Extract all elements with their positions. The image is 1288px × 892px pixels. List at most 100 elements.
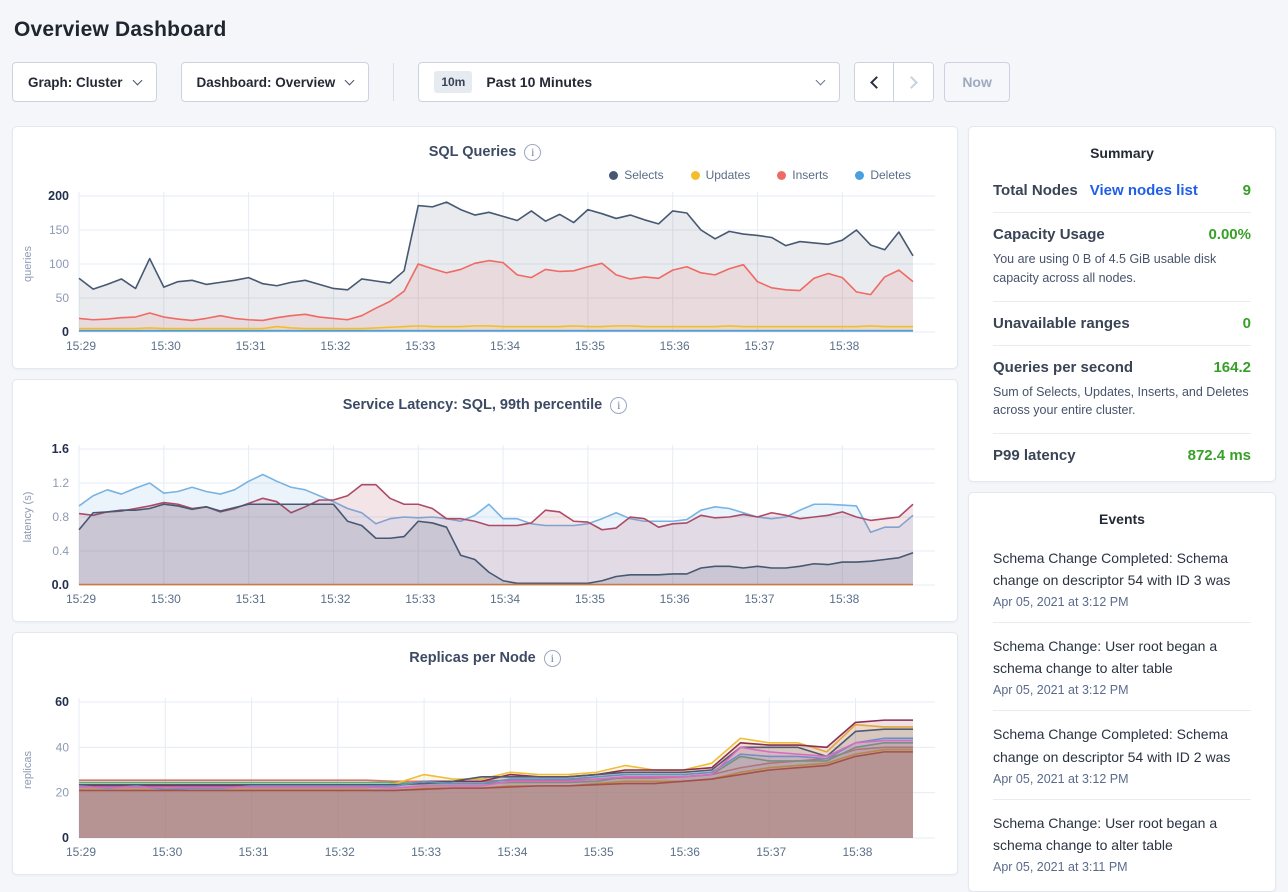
now-button[interactable]: Now bbox=[944, 62, 1010, 102]
summary-row-total-nodes: Total Nodes View nodes list 9 bbox=[993, 169, 1251, 212]
replicas-per-node-chart-panel: Replicas per Node i 15:29 15:30 15:31 15:32… bbox=[12, 632, 958, 875]
summary-row-queries-per-second: Queries per second 164.2 Sum of Selects,… bbox=[993, 344, 1251, 434]
svg-text:15:32: 15:32 bbox=[325, 845, 355, 859]
event-message: Schema Change Completed: Schema change o… bbox=[993, 726, 1231, 765]
event-timestamp: Apr 05, 2021 at 3:11 PM bbox=[993, 859, 1128, 874]
summary-label: Queries per second bbox=[993, 358, 1134, 376]
summary-label: Capacity Usage bbox=[993, 226, 1105, 243]
sql-queries-chart-panel: SQL Queries i Selects Updates Inserts Delet… bbox=[12, 126, 958, 369]
dashboard-dropdown-label: Dashboard: Overview bbox=[196, 74, 336, 90]
sql-queries-chart[interactable]: 15:29 15:30 15:31 15:32 15:33 15:34 15:35 15:36… bbox=[15, 186, 956, 362]
svg-text:15:35: 15:35 bbox=[584, 845, 614, 859]
svg-text:20: 20 bbox=[56, 786, 70, 800]
summary-label: Unavailable ranges bbox=[993, 314, 1130, 332]
svg-text:0.0: 0.0 bbox=[52, 578, 69, 592]
graph-dropdown[interactable]: Graph: Cluster bbox=[12, 62, 157, 102]
summary-label: P99 latency bbox=[993, 447, 1076, 464]
event-list-item[interactable]: Schema Change: User root began a schema … bbox=[993, 622, 1251, 710]
svg-text:200: 200 bbox=[48, 189, 69, 203]
svg-text:15:38: 15:38 bbox=[829, 339, 859, 353]
summary-row-capacity-usage: Capacity Usage 0.00% You are using 0 B o… bbox=[993, 212, 1251, 301]
legend-dot-icon bbox=[777, 170, 787, 180]
events-panel: Events Schema Change Completed: Schema c… bbox=[968, 492, 1276, 892]
svg-text:15:29: 15:29 bbox=[66, 592, 96, 606]
event-list-item[interactable]: Schema Change Completed: Schema change o… bbox=[993, 710, 1251, 798]
chart-legend: Selects Updates Inserts Deletes bbox=[15, 165, 955, 185]
chart-legend bbox=[15, 418, 955, 438]
dashboard-body: SQL Queries i Selects Updates Inserts Delet… bbox=[12, 126, 1276, 892]
svg-text:0.8: 0.8 bbox=[52, 510, 69, 524]
svg-text:queries: queries bbox=[22, 245, 34, 282]
legend-dot-icon bbox=[855, 170, 865, 180]
svg-text:15:37: 15:37 bbox=[744, 339, 774, 353]
svg-text:latency (s): latency (s) bbox=[22, 492, 34, 543]
summary-value: 0 bbox=[1242, 314, 1251, 332]
summary-description: Sum of Selects, Updates, Inserts, and De… bbox=[993, 384, 1249, 418]
event-message: Schema Change: User root began a schema … bbox=[993, 814, 1218, 853]
event-timestamp: Apr 05, 2021 at 3:12 PM bbox=[993, 595, 1129, 610]
service-latency-chart[interactable]: 15:29 15:30 15:31 15:32 15:33 15:34 15:35 15:36… bbox=[15, 439, 956, 615]
events-title: Events bbox=[1099, 511, 1145, 527]
svg-text:40: 40 bbox=[56, 740, 70, 754]
svg-text:15:30: 15:30 bbox=[152, 845, 182, 859]
summary-description: You are using 0 B of 4.5 GiB usable disk… bbox=[993, 252, 1217, 285]
time-range-badge: 10m bbox=[434, 71, 473, 93]
svg-text:replicas: replicas bbox=[22, 751, 34, 789]
view-nodes-list-link[interactable]: View nodes list bbox=[1089, 182, 1198, 199]
replicas-per-node-chart[interactable]: 15:29 15:30 15:31 15:32 15:33 15:34 15:35 15:36… bbox=[15, 692, 956, 868]
svg-text:15:34: 15:34 bbox=[490, 339, 520, 353]
svg-text:0: 0 bbox=[62, 325, 69, 339]
dashboard-dropdown[interactable]: Dashboard: Overview bbox=[180, 62, 370, 102]
chevron-down-icon bbox=[815, 75, 826, 85]
event-list-item[interactable]: Schema Change: User root began a schema … bbox=[993, 798, 1251, 887]
toolbar-divider bbox=[393, 63, 395, 101]
svg-text:15:30: 15:30 bbox=[151, 339, 181, 353]
info-icon[interactable]: i bbox=[543, 649, 561, 667]
svg-text:15:29: 15:29 bbox=[66, 845, 96, 859]
summary-row-unavailable-ranges: Unavailable ranges 0 bbox=[993, 300, 1251, 345]
svg-text:15:30: 15:30 bbox=[151, 592, 181, 606]
chart-title: Replicas per Node bbox=[409, 650, 536, 666]
svg-text:50: 50 bbox=[56, 291, 70, 305]
event-timestamp: Apr 05, 2021 at 3:12 PM bbox=[993, 771, 1129, 786]
event-list-item[interactable]: Schema Change Completed: Schema change o… bbox=[993, 535, 1251, 622]
time-range-dropdown[interactable]: 10m Past 10 Minutes bbox=[418, 62, 841, 102]
summary-value: 0.00% bbox=[1208, 226, 1251, 243]
svg-text:15:32: 15:32 bbox=[320, 339, 350, 353]
summary-label: Total Nodes bbox=[993, 182, 1078, 199]
charts-column: SQL Queries i Selects Updates Inserts Delet… bbox=[12, 126, 958, 875]
summary-title: Summary bbox=[1090, 145, 1154, 161]
svg-text:15:38: 15:38 bbox=[842, 845, 872, 859]
svg-text:15:37: 15:37 bbox=[744, 592, 774, 606]
legend-dot-icon bbox=[609, 170, 619, 180]
legend-item-inserts: Inserts bbox=[777, 168, 828, 182]
svg-text:15:36: 15:36 bbox=[660, 339, 690, 353]
svg-text:0.4: 0.4 bbox=[52, 544, 69, 558]
chart-title: Service Latency: SQL, 99th percentile bbox=[342, 397, 603, 413]
chevron-down-icon bbox=[132, 75, 142, 85]
svg-text:150: 150 bbox=[49, 223, 69, 237]
time-range-label: Past 10 Minutes bbox=[486, 74, 593, 90]
time-prev-button[interactable] bbox=[855, 63, 895, 101]
info-icon[interactable]: i bbox=[610, 396, 628, 414]
time-step-buttons bbox=[854, 62, 935, 102]
svg-text:15:31: 15:31 bbox=[236, 592, 266, 606]
summary-value: 9 bbox=[1242, 182, 1251, 199]
event-message: Schema Change Completed: Schema change o… bbox=[993, 550, 1231, 589]
chart-title: SQL Queries bbox=[428, 144, 517, 160]
svg-text:15:36: 15:36 bbox=[660, 592, 690, 606]
svg-text:15:31: 15:31 bbox=[236, 339, 266, 353]
time-next-button[interactable] bbox=[894, 63, 934, 101]
graph-dropdown-label: Graph: Cluster bbox=[28, 74, 123, 90]
page-title: Overview Dashboard bbox=[14, 18, 227, 41]
svg-text:15:33: 15:33 bbox=[405, 592, 435, 606]
svg-text:1.6: 1.6 bbox=[52, 442, 69, 456]
legend-item-deletes: Deletes bbox=[855, 168, 911, 182]
svg-text:15:29: 15:29 bbox=[66, 339, 96, 353]
info-icon[interactable]: i bbox=[524, 143, 542, 161]
legend-item-updates: Updates bbox=[690, 168, 750, 182]
chevron-down-icon bbox=[344, 75, 355, 85]
svg-text:15:33: 15:33 bbox=[411, 845, 441, 859]
svg-text:15:34: 15:34 bbox=[497, 845, 527, 859]
